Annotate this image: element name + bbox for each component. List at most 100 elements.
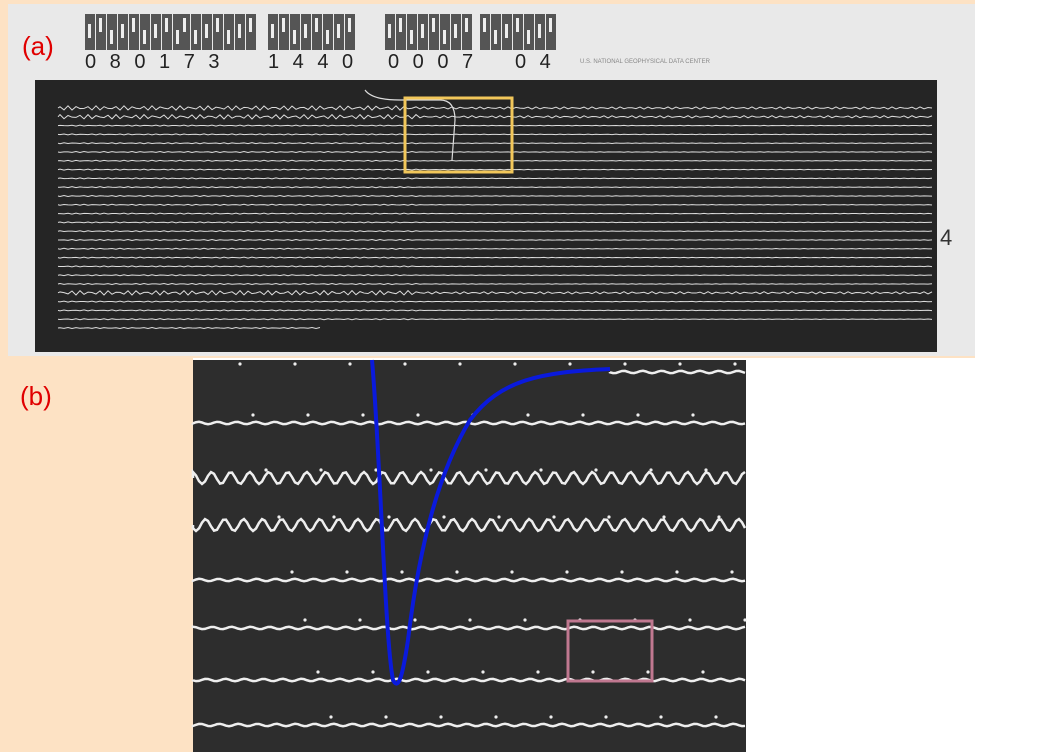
side-mark: 4 [940,225,952,250]
panel-label: (a) [22,31,54,61]
barcode-gap [176,30,179,44]
trace [57,203,933,206]
time-mark [513,362,517,366]
barcode-gap [399,18,402,32]
barcode [85,14,556,50]
time-mark [387,515,391,519]
time-mark [523,618,527,622]
time-mark [701,670,705,674]
trace [57,194,933,198]
time-mark [539,468,543,472]
barcode-gap [121,24,124,38]
barcode-gap [154,24,157,38]
time-mark [416,413,420,417]
time-mark [623,362,627,366]
time-mark [549,715,553,719]
barcode-gap [315,18,318,32]
trace [57,159,933,162]
archive-header: U.S. NATIONAL GEOPHYSICAL DATA CENTER [580,59,711,65]
time-mark [620,570,624,574]
time-mark [594,468,598,472]
barcode-gap [454,24,457,38]
barcode-gap [99,18,102,32]
time-mark [510,570,514,574]
trace [57,221,933,224]
time-mark [251,413,255,417]
trace [57,265,933,268]
time-mark [293,362,297,366]
time-mark [649,468,653,472]
time-mark [426,670,430,674]
trace [57,282,933,286]
time-mark [358,618,362,622]
highlight-box [403,96,514,174]
barcode-gap [143,30,146,44]
code: 0 0 0 7 [388,51,477,73]
barcode-gap [465,18,468,32]
trace [57,150,933,154]
time-mark [400,570,404,574]
barcode-gap [271,24,274,38]
time-mark [607,515,611,519]
trace [57,124,933,127]
time-mark [238,362,242,366]
pulse-trace [364,89,456,161]
time-mark [717,515,721,519]
trace [57,177,933,180]
barcode-gap [216,18,219,32]
time-mark [316,670,320,674]
time-mark [636,413,640,417]
trace [57,274,933,277]
barcode-gap [494,30,497,44]
trace [57,309,933,312]
trace [57,168,933,171]
time-mark [348,362,352,366]
trace [57,289,933,296]
time-mark [675,570,679,574]
trace [608,369,746,375]
time-mark [442,515,446,519]
time-mark [413,618,417,622]
time-mark [688,618,692,622]
highlight-box [566,619,654,683]
time-mark [604,715,608,719]
time-mark [481,670,485,674]
time-mark [384,715,388,719]
trace [57,105,933,111]
barcode-gap [293,30,296,44]
pulse-curve [370,359,611,686]
barcode-gap [205,24,208,38]
trace [57,133,933,136]
barcode-gap [88,24,91,38]
time-mark [374,468,378,472]
time-mark [455,570,459,574]
time-mark [332,515,336,519]
time-mark [361,413,365,417]
time-mark [319,468,323,472]
trace [57,142,933,145]
time-mark [662,515,666,519]
barcode-gap [432,18,435,32]
time-mark [733,362,737,366]
trace [57,300,933,303]
zoom-film [193,360,746,752]
trace [57,247,933,250]
barcode-gap [249,18,252,32]
trace [191,722,746,728]
barcode-gap [388,24,391,38]
code: 0 8 0 1 7 3 [85,51,224,73]
time-mark [565,570,569,574]
code: 1 4 4 0 [268,51,357,73]
time-mark [581,413,585,417]
barcode-gap [304,24,307,38]
trace [57,230,933,233]
barcode-gap [165,18,168,32]
time-mark [704,468,708,472]
time-mark [429,468,433,472]
time-mark [691,413,695,417]
time-mark [303,618,307,622]
barcode-gap [337,24,340,38]
barcode-gap [194,30,197,44]
barcode-gap [527,30,530,44]
time-mark [494,715,498,719]
